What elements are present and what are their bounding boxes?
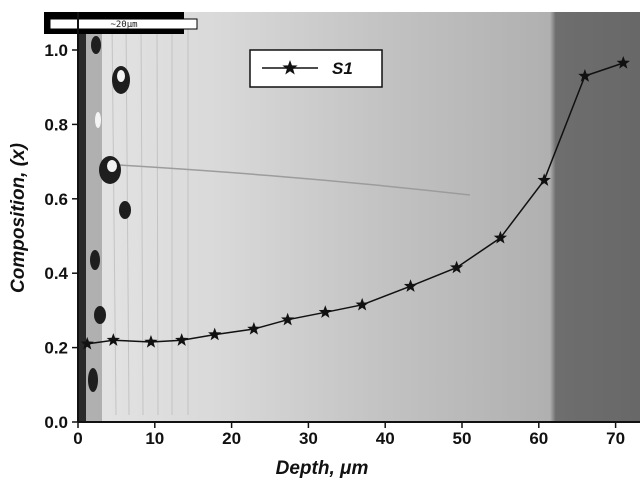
- y-tick-label: 0.2: [44, 339, 68, 358]
- x-axis-title: Depth, μm: [276, 458, 369, 479]
- x-tick-label: 40: [376, 429, 395, 448]
- data-point-star: [493, 230, 508, 244]
- data-point-star: [106, 333, 120, 346]
- x-tick-label: 10: [145, 429, 164, 448]
- legend-label: S1: [332, 59, 353, 78]
- x-tick-label: 0: [73, 429, 82, 448]
- data-point-star: [208, 327, 222, 341]
- data-point-star: [403, 279, 418, 292]
- data-point-star: [247, 322, 261, 335]
- y-tick-label: 1.0: [44, 41, 68, 60]
- y-axis-title: Composition, (x): [8, 143, 29, 293]
- x-tick-label: 60: [529, 429, 548, 448]
- series-layer: [80, 56, 630, 350]
- x-tick-label: 50: [453, 429, 472, 448]
- data-point-star: [281, 312, 295, 326]
- x-tick-label: 20: [222, 429, 241, 448]
- legend-star-icon: [282, 60, 298, 75]
- legend: S1: [249, 49, 383, 88]
- x-axis-unit: μm: [339, 458, 368, 479]
- data-point-star: [578, 69, 592, 82]
- y-ticks: 0.0 0.2 0.4 0.6 0.8 1.0: [44, 41, 78, 432]
- data-point-star: [616, 56, 630, 69]
- data-point-star: [80, 336, 94, 350]
- axes: [77, 12, 640, 423]
- data-point-star: [537, 173, 551, 186]
- x-tick-label: 70: [606, 429, 625, 448]
- data-point-star: [449, 260, 464, 274]
- x-ticks: 0 10 20 30 40 50 60 70: [73, 422, 625, 448]
- data-point-star: [355, 297, 369, 311]
- data-point-star: [175, 333, 189, 346]
- y-tick-label: 0.0: [44, 413, 68, 432]
- y-tick-label: 0.4: [44, 264, 68, 283]
- data-point-star: [144, 335, 158, 348]
- x-tick-label: 30: [299, 429, 318, 448]
- y-tick-label: 0.8: [44, 115, 68, 134]
- y-tick-label: 0.6: [44, 190, 68, 209]
- scale-bar-label: ~20μm: [110, 20, 137, 30]
- data-point-star: [318, 305, 332, 318]
